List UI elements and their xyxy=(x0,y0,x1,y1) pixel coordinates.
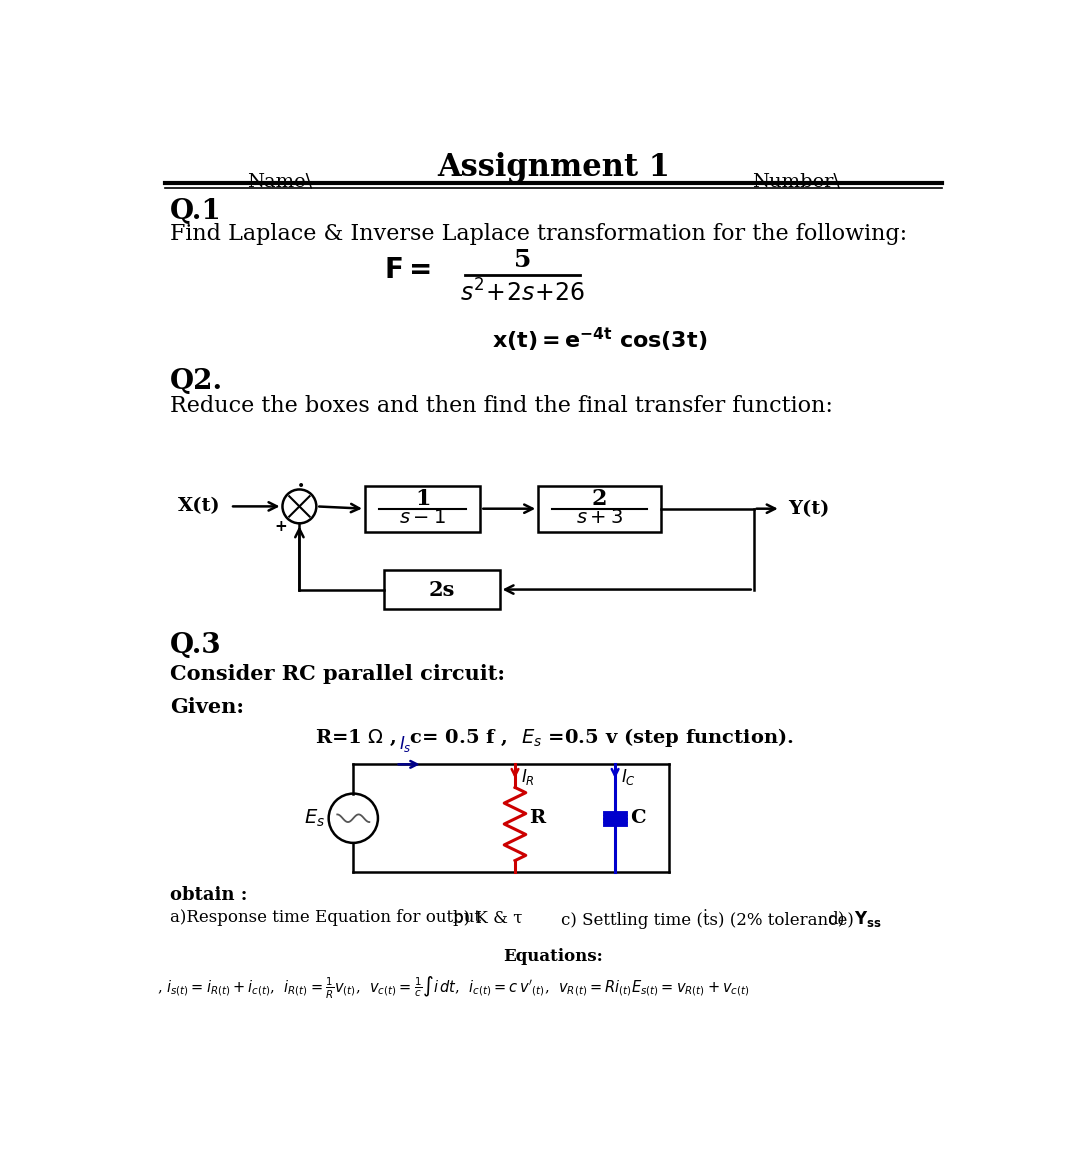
Text: Q2.: Q2. xyxy=(170,368,224,395)
Text: 2: 2 xyxy=(592,489,607,511)
Text: Q.1: Q.1 xyxy=(170,198,221,225)
Text: $I_s$: $I_s$ xyxy=(400,734,413,754)
Text: Y(t): Y(t) xyxy=(788,499,829,518)
Text: Given:: Given: xyxy=(170,697,244,717)
Text: c) Settling time (ṫs) (2% tolerance): c) Settling time (ṫs) (2% tolerance) xyxy=(562,909,854,929)
Text: Reduce the boxes and then find the final transfer function:: Reduce the boxes and then find the final… xyxy=(170,395,833,417)
Bar xyxy=(365,485,481,532)
Text: C: C xyxy=(631,809,646,827)
Text: $s^2\!+\!2s\!+\!26$: $s^2\!+\!2s\!+\!26$ xyxy=(460,279,585,307)
Text: +: + xyxy=(274,519,287,534)
Text: X(t): X(t) xyxy=(178,497,220,516)
Text: $\mathbf{x(t)= e^{-4t}\ cos(3t)}$: $\mathbf{x(t)= e^{-4t}\ cos(3t)}$ xyxy=(491,326,707,354)
Text: $E_s$: $E_s$ xyxy=(305,808,325,829)
Text: Number\: Number\ xyxy=(752,173,840,191)
Text: Name\: Name\ xyxy=(247,173,313,191)
Text: $I_R$: $I_R$ xyxy=(522,766,535,786)
Text: , $i_{s(t)} = i_{R(t)} + i_{c(t)}$,  $i_{R(t)} = \frac{1}{R}v_{(t)}$,  $v_{c(t)}: , $i_{s(t)} = i_{R(t)} + i_{c(t)}$, $i_{… xyxy=(157,975,750,1001)
Text: b) K & τ: b) K & τ xyxy=(454,909,523,926)
Text: $s+3$: $s+3$ xyxy=(577,509,623,527)
Text: Find Laplace & Inverse Laplace transformation for the following:: Find Laplace & Inverse Laplace transform… xyxy=(170,223,907,245)
Text: d)  $\mathbf{Y_{ss}}$: d) $\mathbf{Y_{ss}}$ xyxy=(827,909,882,929)
Text: R: R xyxy=(529,809,545,827)
Text: obtain :: obtain : xyxy=(170,886,247,904)
Text: Assignment 1: Assignment 1 xyxy=(437,152,670,183)
Text: Equations:: Equations: xyxy=(503,948,604,965)
Text: •: • xyxy=(297,478,305,492)
Text: Consider RC parallel circuit:: Consider RC parallel circuit: xyxy=(170,665,505,684)
Text: Q.3: Q.3 xyxy=(170,632,221,659)
Text: $\mathbf{F=}$: $\mathbf{F=}$ xyxy=(384,257,431,284)
Text: $I_C$: $I_C$ xyxy=(621,766,636,786)
Bar xyxy=(538,485,661,532)
Text: 2s: 2s xyxy=(429,579,455,600)
Text: R=1 $\Omega$ ,  c= 0.5 f ,  $E_s$ =0.5 v (step function).: R=1 $\Omega$ , c= 0.5 f , $E_s$ =0.5 v (… xyxy=(314,725,794,749)
Text: a)Response time Equation for output: a)Response time Equation for output xyxy=(170,909,481,926)
Bar xyxy=(384,571,500,608)
Text: $s-1$: $s-1$ xyxy=(400,509,446,527)
Text: 5: 5 xyxy=(514,248,531,272)
Text: 1: 1 xyxy=(415,489,430,511)
